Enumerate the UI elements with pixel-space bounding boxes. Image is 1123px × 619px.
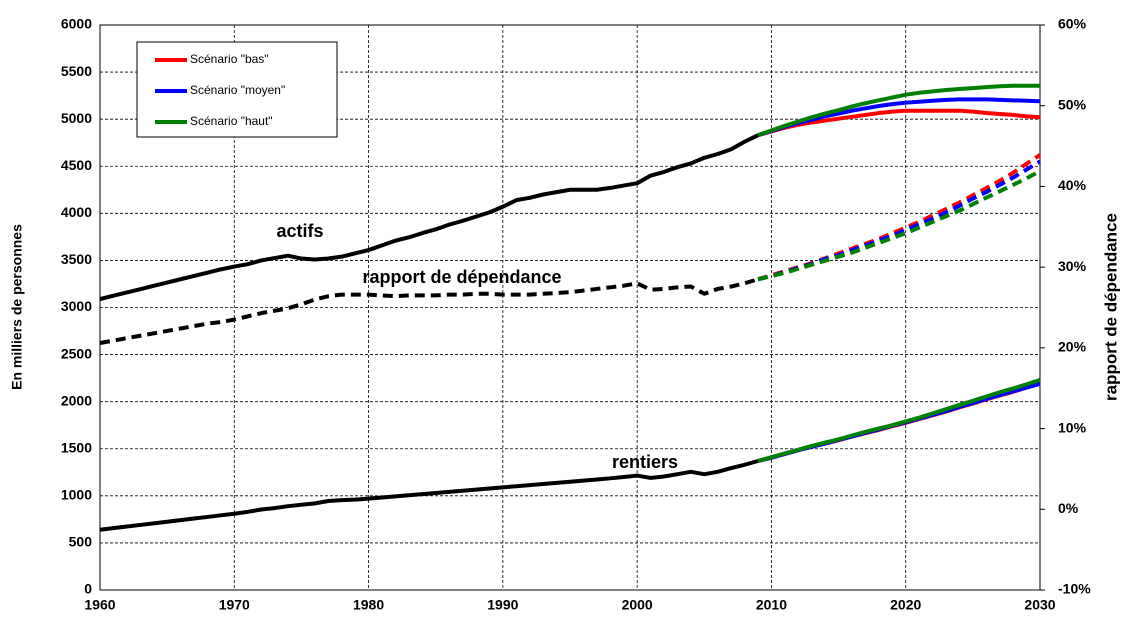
y2-tick-label: 30%	[1058, 258, 1087, 274]
y-tick-label: 5500	[61, 63, 92, 79]
y-tick-label: 4000	[61, 204, 92, 220]
x-tick-label: 2030	[1024, 597, 1055, 613]
scenario-line	[757, 97, 1041, 138]
scenario-line	[757, 378, 1041, 463]
y2-tick-label: 60%	[1058, 16, 1087, 32]
scenario-line	[757, 83, 1040, 138]
series-line	[99, 277, 759, 345]
x-tick-label: 1970	[219, 597, 250, 613]
y-tick-label: 500	[69, 534, 93, 550]
scenario-line	[757, 159, 1042, 282]
x-tick-label: 2010	[756, 597, 787, 613]
y2-tick-label: 50%	[1058, 96, 1087, 112]
legend-label: Scénario "moyen"	[190, 83, 285, 97]
y-tick-label: 6000	[61, 16, 92, 32]
y-tick-label: 2500	[61, 345, 92, 361]
y-tick-label: 2000	[61, 392, 92, 408]
series-annotation: rentiers	[612, 452, 678, 472]
series-annotation: rapport de dépendance	[362, 267, 561, 287]
series-annotation: actifs	[276, 221, 323, 241]
y2-tick-label: -10%	[1058, 581, 1091, 597]
y-tick-label: 1500	[61, 439, 92, 455]
x-tick-label: 1980	[353, 597, 384, 613]
series-line	[99, 133, 759, 301]
y-tick-label: 3500	[61, 251, 92, 267]
x-tick-label: 1990	[487, 597, 518, 613]
x-tick-label: 2020	[890, 597, 921, 613]
scenario-line	[757, 169, 1041, 282]
x-tick-label: 1960	[84, 597, 115, 613]
y-tick-label: 0	[84, 581, 92, 597]
plot-border	[99, 24, 1041, 591]
y-tick-label: 3000	[61, 298, 92, 314]
y2-tick-label: 40%	[1058, 177, 1087, 193]
y2-tick-label: 10%	[1058, 419, 1087, 435]
y2-axis-label: rapport de dépendance	[1101, 213, 1120, 401]
x-tick-label: 2000	[622, 597, 653, 613]
legend-label: Scénario "bas"	[190, 52, 269, 66]
series-line	[99, 459, 759, 532]
y-tick-label: 5000	[61, 110, 92, 126]
y-tick-label: 1000	[61, 487, 92, 503]
legend-label: Scénario "haut"	[190, 114, 273, 128]
y-axis-label: En milliers de personnes	[9, 224, 25, 390]
y2-tick-label: 0%	[1058, 500, 1079, 516]
scenario-line	[757, 108, 1041, 138]
y2-tick-label: 20%	[1058, 339, 1087, 355]
y-tick-label: 4500	[61, 157, 92, 173]
